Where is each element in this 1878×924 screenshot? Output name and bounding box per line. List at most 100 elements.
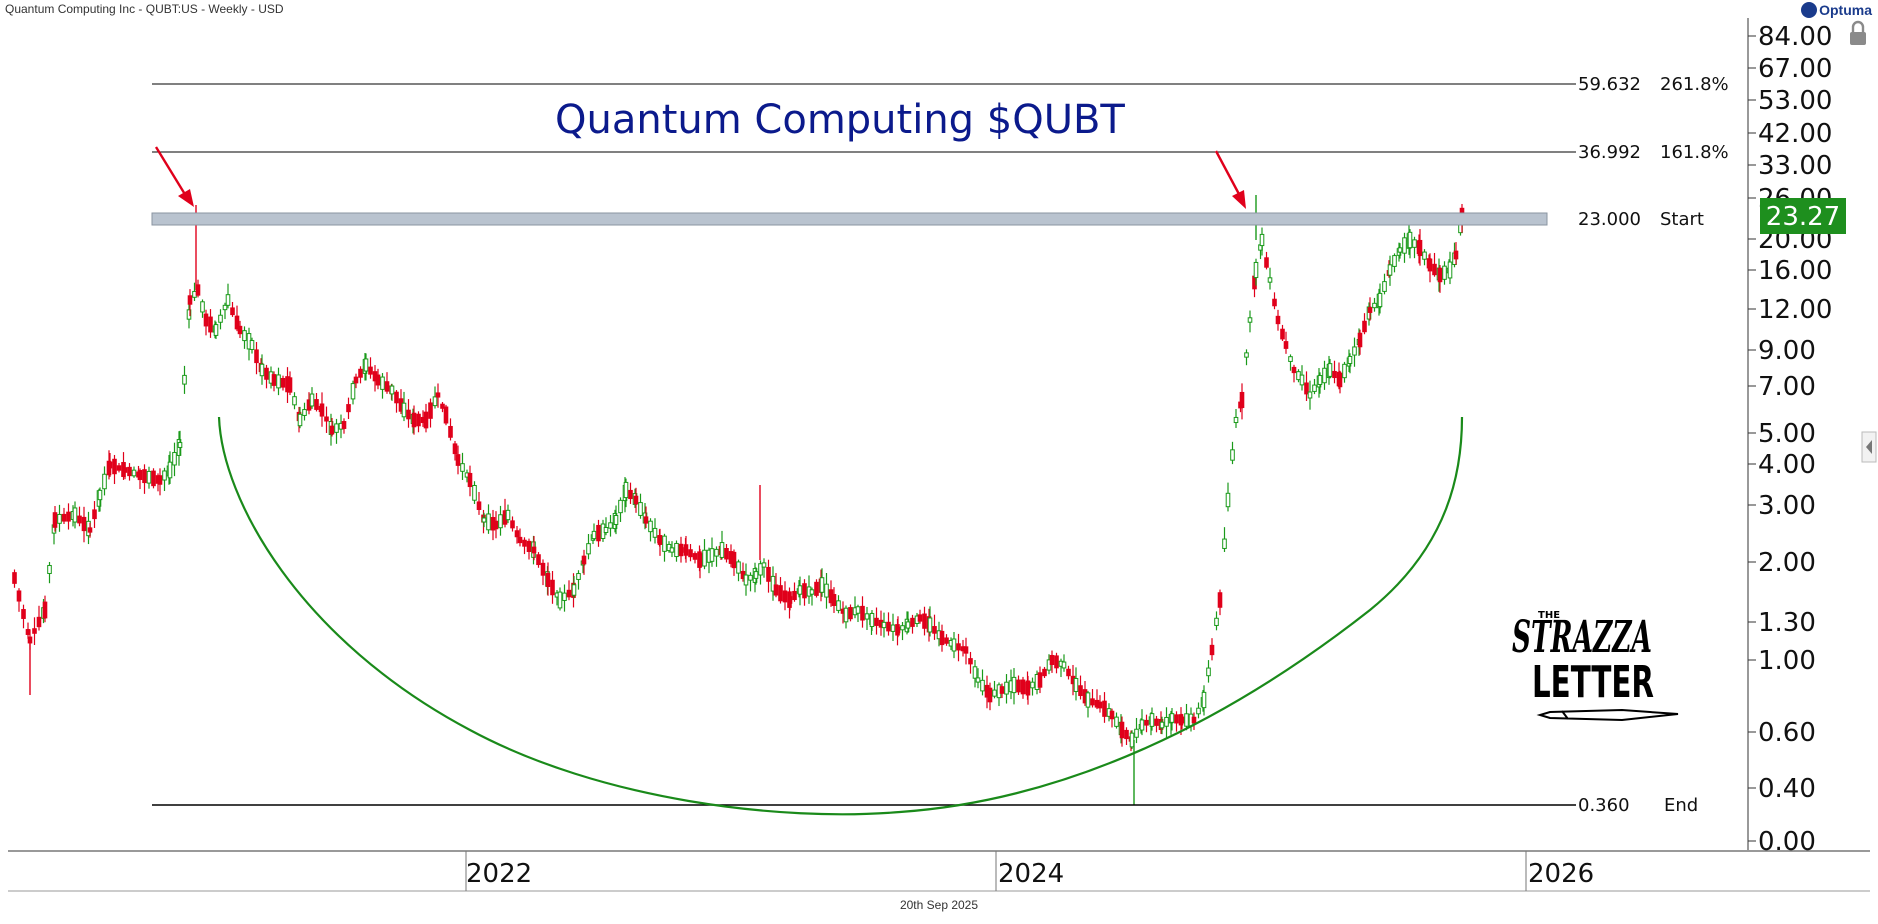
candle-body: [1432, 263, 1437, 276]
letter-word: LETTER: [1532, 657, 1654, 708]
candle-body: [341, 421, 347, 429]
y-tick-label: 1.30: [1758, 608, 1816, 638]
arrow-left-top: [154, 146, 194, 207]
candle-body: [1387, 264, 1393, 276]
candle-body: [1016, 679, 1021, 693]
candle-body: [203, 313, 209, 327]
candle-body: [910, 617, 915, 627]
y-tick-label: 12.00: [1758, 295, 1832, 325]
candle-body: [1174, 714, 1179, 724]
candle-body: [1362, 320, 1367, 333]
candle-body: [384, 381, 390, 392]
candle-body: [1247, 317, 1253, 323]
candle-body: [151, 470, 156, 487]
candle-body: [481, 517, 487, 523]
y-tick-label: 53.00: [1758, 86, 1832, 116]
fib-value-161: 36.992: [1578, 142, 1641, 163]
candle-body: [895, 626, 901, 634]
candle-body: [618, 499, 623, 514]
candle-body: [683, 544, 689, 556]
candle-body: [1139, 719, 1145, 731]
candle-body: [1037, 672, 1043, 688]
candle-body: [368, 366, 373, 375]
candle-body: [435, 392, 441, 398]
candle-body: [792, 590, 797, 601]
candle-body: [526, 540, 532, 552]
candle-body: [394, 391, 399, 404]
candle-body: [334, 423, 339, 433]
candle-body: [47, 565, 52, 574]
candle-body: [21, 609, 26, 619]
fib-value-end: 0.360: [1578, 795, 1630, 816]
candle-body: [411, 412, 417, 428]
candle-body: [881, 621, 887, 629]
candle-body: [271, 374, 277, 386]
candle-body: [81, 516, 87, 532]
y-tick-label: 0.60: [1758, 718, 1816, 748]
candle-body: [1332, 370, 1337, 379]
candle-body: [32, 628, 37, 634]
strazza-word: STRAZZA: [1512, 612, 1652, 663]
candle-body: [234, 315, 240, 330]
candle-body: [428, 402, 433, 419]
y-tick-label: 42.00: [1758, 119, 1832, 149]
candle-body: [510, 520, 515, 529]
x-label-2022: 2022: [466, 859, 532, 889]
candle-body: [1259, 233, 1265, 247]
candle-body: [375, 374, 381, 386]
candle-body: [1217, 592, 1223, 608]
candle-body: [1392, 255, 1397, 267]
candle-body: [831, 594, 837, 606]
candle-body: [389, 385, 395, 395]
candle-body: [1427, 258, 1433, 272]
candle-body: [1352, 346, 1357, 356]
candle-body: [1453, 250, 1459, 260]
candle-body: [999, 686, 1005, 694]
candle-body: [1412, 239, 1417, 248]
optuma-logo: Optuma: [1801, 2, 1872, 18]
fib-label-start: Start: [1660, 209, 1704, 230]
candle-body: [697, 553, 703, 567]
candle-body: [218, 314, 223, 323]
candle-body: [1085, 692, 1091, 708]
candle-body: [802, 583, 807, 599]
candle-body: [12, 572, 17, 584]
candle-body: [358, 368, 363, 378]
candle-body: [1264, 257, 1269, 268]
candle-body: [692, 553, 698, 560]
candle-body: [540, 562, 546, 576]
y-tick-label: 0.40: [1758, 774, 1816, 804]
lock-icon[interactable]: [1850, 20, 1866, 45]
candle-body: [517, 536, 523, 544]
candle-body: [448, 425, 453, 438]
candle-body: [52, 512, 58, 528]
candle-body: [122, 467, 128, 473]
candle-body: [1042, 668, 1047, 677]
candle-body: [77, 515, 82, 524]
candle-body: [1382, 281, 1387, 292]
candle-body: [819, 577, 825, 593]
candle-body: [922, 613, 927, 629]
candle-body: [1225, 492, 1231, 508]
candle-body: [968, 658, 973, 665]
candle-body: [1299, 374, 1305, 386]
candle-body: [731, 551, 737, 569]
candle-body: [1367, 307, 1373, 313]
candle-body: [1206, 667, 1211, 677]
candle-body: [416, 413, 421, 427]
candle-body: [1327, 363, 1333, 377]
collapse-panel-icon[interactable]: [1861, 431, 1877, 463]
candle-body: [102, 473, 107, 490]
candle-body: [66, 511, 71, 522]
candle-body: [1025, 680, 1031, 696]
candle-body: [1397, 247, 1403, 253]
candle-body: [406, 409, 411, 420]
candle-body: [724, 547, 729, 560]
candle-body: [1209, 644, 1215, 656]
candle-body: [652, 527, 658, 538]
candle-body: [1272, 298, 1277, 307]
candle-body: [467, 472, 473, 488]
candle-body: [1201, 691, 1207, 709]
candle-body: [1020, 679, 1026, 695]
